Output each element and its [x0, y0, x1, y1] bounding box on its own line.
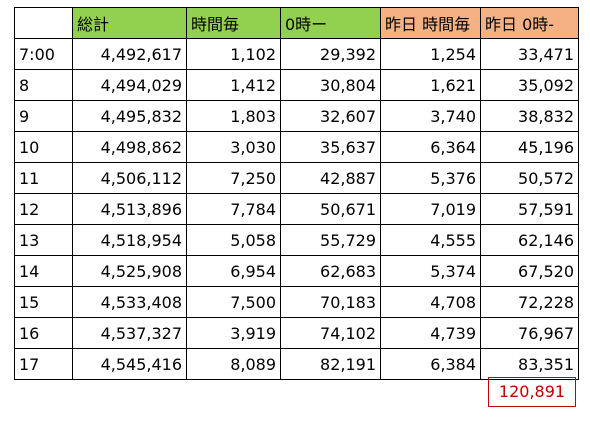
- cell-since-midnight: 55,729: [280, 224, 381, 256]
- cell-yesterday-hourly: 4,739: [380, 317, 481, 349]
- table-row: 14 4,525,908 6,954 62,683 5,374 67,520: [14, 255, 579, 287]
- table-row: 12 4,513,896 7,784 50,671 7,019 57,591: [14, 193, 579, 225]
- cell-yesterday-since-midnight: 76,967: [480, 317, 579, 349]
- table-row: 9 4,495,832 1,803 32,607 3,740 38,832: [14, 100, 579, 132]
- cell-total: 4,494,029: [72, 69, 187, 101]
- row-time: 12: [14, 193, 73, 225]
- cell-yesterday-since-midnight: 50,572: [480, 162, 579, 194]
- cell-yesterday-since-midnight: 83,351: [480, 348, 579, 380]
- cell-total: 4,533,408: [72, 286, 187, 318]
- cell-hourly: 3,030: [186, 131, 281, 163]
- cell-yesterday-hourly: 7,019: [380, 193, 481, 225]
- cell-total: 4,513,896: [72, 193, 187, 225]
- table-row: 16 4,537,327 3,919 74,102 4,739 76,967: [14, 317, 579, 349]
- table-row: 10 4,498,862 3,030 35,637 6,364 45,196: [14, 131, 579, 163]
- row-time: 16: [14, 317, 73, 349]
- cell-since-midnight: 74,102: [280, 317, 381, 349]
- cell-total: 4,537,327: [72, 317, 187, 349]
- table-row: 11 4,506,112 7,250 42,887 5,376 50,572: [14, 162, 579, 194]
- cell-hourly: 3,919: [186, 317, 281, 349]
- row-time: 14: [14, 255, 73, 287]
- header-hourly: 時間毎: [186, 7, 281, 39]
- cell-since-midnight: 82,191: [280, 348, 381, 380]
- cell-yesterday-hourly: 1,621: [380, 69, 481, 101]
- cell-yesterday-hourly: 5,374: [380, 255, 481, 287]
- header-total: 総計: [72, 7, 187, 39]
- row-time: 8: [14, 69, 73, 101]
- row-time: 11: [14, 162, 73, 194]
- cell-since-midnight: 50,671: [280, 193, 381, 225]
- cell-since-midnight: 42,887: [280, 162, 381, 194]
- cell-yesterday-since-midnight: 45,196: [480, 131, 579, 163]
- cell-total: 4,545,416: [72, 348, 187, 380]
- cell-yesterday-hourly: 6,364: [380, 131, 481, 163]
- cell-hourly: 5,058: [186, 224, 281, 256]
- row-time: 10: [14, 131, 73, 163]
- header-corner: [14, 7, 73, 39]
- row-time: 13: [14, 224, 73, 256]
- cell-yesterday-hourly: 6,384: [380, 348, 481, 380]
- cell-hourly: 7,784: [186, 193, 281, 225]
- table-body: 7:00 4,492,617 1,102 29,392 1,254 33,471 8 4,49…: [14, 38, 579, 380]
- cell-since-midnight: 32,607: [280, 100, 381, 132]
- header-yesterday-since-midnight: 昨日 0時-: [480, 7, 579, 39]
- cell-hourly: 1,102: [186, 38, 281, 70]
- data-table: 総計 時間毎 0時ー 昨日 時間毎 昨日 0時- 7:00 4,492,617 1,…: [14, 7, 579, 380]
- cell-yesterday-hourly: 3,740: [380, 100, 481, 132]
- cell-total: 4,506,112: [72, 162, 187, 194]
- cell-since-midnight: 29,392: [280, 38, 381, 70]
- cell-total: 4,492,617: [72, 38, 187, 70]
- cell-yesterday-hourly: 1,254: [380, 38, 481, 70]
- cell-hourly: 1,803: [186, 100, 281, 132]
- table-row: 7:00 4,492,617 1,102 29,392 1,254 33,471: [14, 38, 579, 70]
- cell-since-midnight: 62,683: [280, 255, 381, 287]
- header-yesterday-hourly: 昨日 時間毎: [380, 7, 481, 39]
- table-row: 8 4,494,029 1,412 30,804 1,621 35,092: [14, 69, 579, 101]
- cell-hourly: 7,500: [186, 286, 281, 318]
- table-row: 15 4,533,408 7,500 70,183 4,708 72,228: [14, 286, 579, 318]
- table-row: 17 4,545,416 8,089 82,191 6,384 83,351: [14, 348, 579, 380]
- row-time: 15: [14, 286, 73, 318]
- cell-total: 4,495,832: [72, 100, 187, 132]
- cell-since-midnight: 35,637: [280, 131, 381, 163]
- cell-yesterday-hourly: 5,376: [380, 162, 481, 194]
- cell-yesterday-since-midnight: 72,228: [480, 286, 579, 318]
- cell-total: 4,498,862: [72, 131, 187, 163]
- cell-hourly: 1,412: [186, 69, 281, 101]
- table-row: 13 4,518,954 5,058 55,729 4,555 62,146: [14, 224, 579, 256]
- row-time: 7:00: [14, 38, 73, 70]
- cell-total: 4,518,954: [72, 224, 187, 256]
- cell-yesterday-since-midnight: 33,471: [480, 38, 579, 70]
- row-time: 17: [14, 348, 73, 380]
- cell-yesterday-since-midnight: 67,520: [480, 255, 579, 287]
- cell-yesterday-since-midnight: 57,591: [480, 193, 579, 225]
- cell-hourly: 6,954: [186, 255, 281, 287]
- cell-since-midnight: 30,804: [280, 69, 381, 101]
- cell-hourly: 8,089: [186, 348, 281, 380]
- row-time: 9: [14, 100, 73, 132]
- cell-since-midnight: 70,183: [280, 286, 381, 318]
- cell-hourly: 7,250: [186, 162, 281, 194]
- cell-yesterday-hourly: 4,708: [380, 286, 481, 318]
- cell-yesterday-since-midnight: 62,146: [480, 224, 579, 256]
- total-value-box: 120,891: [488, 377, 576, 407]
- header-since-midnight: 0時ー: [280, 7, 381, 39]
- header-row: 総計 時間毎 0時ー 昨日 時間毎 昨日 0時-: [14, 7, 579, 39]
- cell-yesterday-since-midnight: 38,832: [480, 100, 579, 132]
- cell-yesterday-since-midnight: 35,092: [480, 69, 579, 101]
- cell-total: 4,525,908: [72, 255, 187, 287]
- cell-yesterday-hourly: 4,555: [380, 224, 481, 256]
